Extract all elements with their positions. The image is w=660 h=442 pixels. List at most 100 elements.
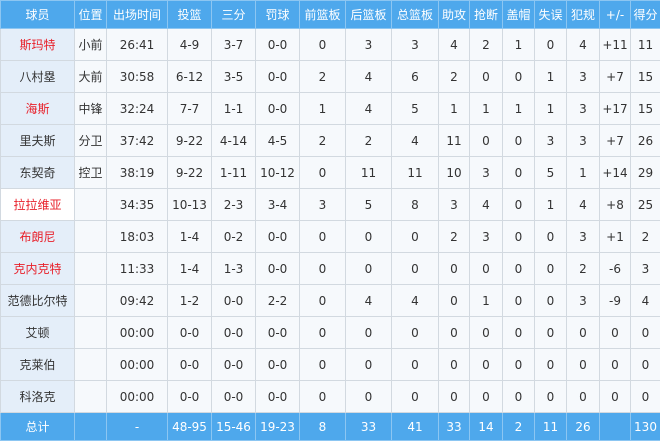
stat-cell: 0-0 [167,316,212,349]
stat-cell: 2 [630,220,660,253]
stat-cell: 0 [566,380,600,413]
column-header: +/- [599,0,631,29]
stat-cell [74,220,107,253]
total-cell [599,412,631,441]
column-header: 三分 [211,0,256,29]
total-cell: 33 [345,412,392,441]
stat-cell: 0 [534,252,567,285]
stat-cell: 0 [391,252,439,285]
stat-cell: 11 [391,156,439,189]
player-name[interactable]: 里夫斯 [0,124,75,157]
stat-cell: 2 [438,60,470,93]
stat-cell: 中锋 [74,92,107,125]
total-cell: 19-23 [255,412,300,441]
stat-cell: 0 [299,380,346,413]
stat-cell: 0 [630,316,660,349]
player-row: 东契奇 控卫 38:19 9-22 1-11 10-12 0 11 11 10 3 0 5 1 +14 29 [0,156,660,189]
stat-cell: 0-0 [255,220,300,253]
stat-cell: 1-1 [211,92,256,125]
stat-cell: 0 [299,252,346,285]
stat-cell [74,188,107,221]
stat-cell: 0 [599,380,631,413]
player-name[interactable]: 范德比尔特 [0,284,75,317]
stat-cell: 1 [469,92,503,125]
player-name[interactable]: 布朗尼 [0,220,75,253]
stat-cell: 1 [502,28,535,61]
total-cell: 41 [391,412,439,441]
stat-cell: 4-9 [167,28,212,61]
stat-cell: 1-4 [167,220,212,253]
stat-cell: +7 [599,124,631,157]
player-name[interactable]: 海斯 [0,92,75,125]
stat-cell: 大前 [74,60,107,93]
stat-cell: +17 [599,92,631,125]
stat-cell: 26 [630,124,660,157]
stat-cell: 0 [502,60,535,93]
stat-cell: 3 [566,60,600,93]
stat-cell: +11 [599,28,631,61]
stat-cell: 0-0 [255,252,300,285]
stat-cell: +1 [599,220,631,253]
stat-cell: 0 [438,284,470,317]
stat-cell: 0 [502,124,535,157]
stat-cell: 0 [502,348,535,381]
stat-cell: 3 [299,188,346,221]
total-cell: 15-46 [211,412,256,441]
player-row: 布朗尼 18:03 1-4 0-2 0-0 0 0 0 2 3 0 0 3 +1 2 [0,220,660,253]
player-name[interactable]: 克内克特 [0,252,75,285]
player-row: 范德比尔特 09:42 1-2 0-0 2-2 0 4 4 0 1 0 0 3 -9 4 [0,284,660,317]
player-name[interactable]: 科洛克 [0,380,75,413]
player-name[interactable]: 艾顿 [0,316,75,349]
column-header: 出场时间 [106,0,168,29]
column-header: 盖帽 [502,0,535,29]
stat-cell: 0 [299,348,346,381]
player-name[interactable]: 东契奇 [0,156,75,189]
stat-cell: 11 [630,28,660,61]
player-name[interactable]: 斯玛特 [0,28,75,61]
stat-cell: 0 [534,28,567,61]
stat-cell: 0-2 [211,220,256,253]
stat-cell: 0 [438,348,470,381]
total-cell: 48-95 [167,412,212,441]
stat-cell: 10-13 [167,188,212,221]
stat-cell: 0 [566,316,600,349]
stat-cell: 2 [299,124,346,157]
column-header: 投篮 [167,0,212,29]
stat-cell: 1-2 [167,284,212,317]
player-name[interactable]: 拉拉维亚 [0,188,75,221]
stat-cell: 1-11 [211,156,256,189]
stat-cell: 30:58 [106,60,168,93]
stat-cell: 4 [391,284,439,317]
stat-cell: -9 [599,284,631,317]
stat-cell: 00:00 [106,380,168,413]
column-header: 助攻 [438,0,470,29]
stat-cell: 4 [391,124,439,157]
player-row: 斯玛特 小前 26:41 4-9 3-7 0-0 0 3 3 4 2 1 0 4 +11 11 [0,28,660,61]
stat-cell: 29 [630,156,660,189]
stat-cell: 4 [469,188,503,221]
stat-cell: 0 [502,252,535,285]
stat-cell: 4-14 [211,124,256,157]
stat-cell: 2 [345,124,392,157]
stat-cell: 3 [438,188,470,221]
stat-cell: 0-0 [255,380,300,413]
stat-cell [74,252,107,285]
stat-cell: 00:00 [106,348,168,381]
column-header: 总篮板 [391,0,439,29]
stat-cell: -6 [599,252,631,285]
player-row: 艾顿 00:00 0-0 0-0 0-0 0 0 0 0 0 0 0 0 0 0 [0,316,660,349]
stat-cell: 3 [566,220,600,253]
stat-cell: 0-0 [255,316,300,349]
stat-cell: 0 [469,252,503,285]
stat-cell: 10-12 [255,156,300,189]
total-cell: - [106,412,168,441]
player-name[interactable]: 八村塁 [0,60,75,93]
stat-cell: 0-0 [211,380,256,413]
stat-cell: 11 [345,156,392,189]
stat-cell: 6 [391,60,439,93]
stat-cell: 0 [534,380,567,413]
stat-cell: 0 [566,348,600,381]
stat-cell: 7-7 [167,92,212,125]
stat-cell: 34:35 [106,188,168,221]
player-name[interactable]: 克莱伯 [0,348,75,381]
